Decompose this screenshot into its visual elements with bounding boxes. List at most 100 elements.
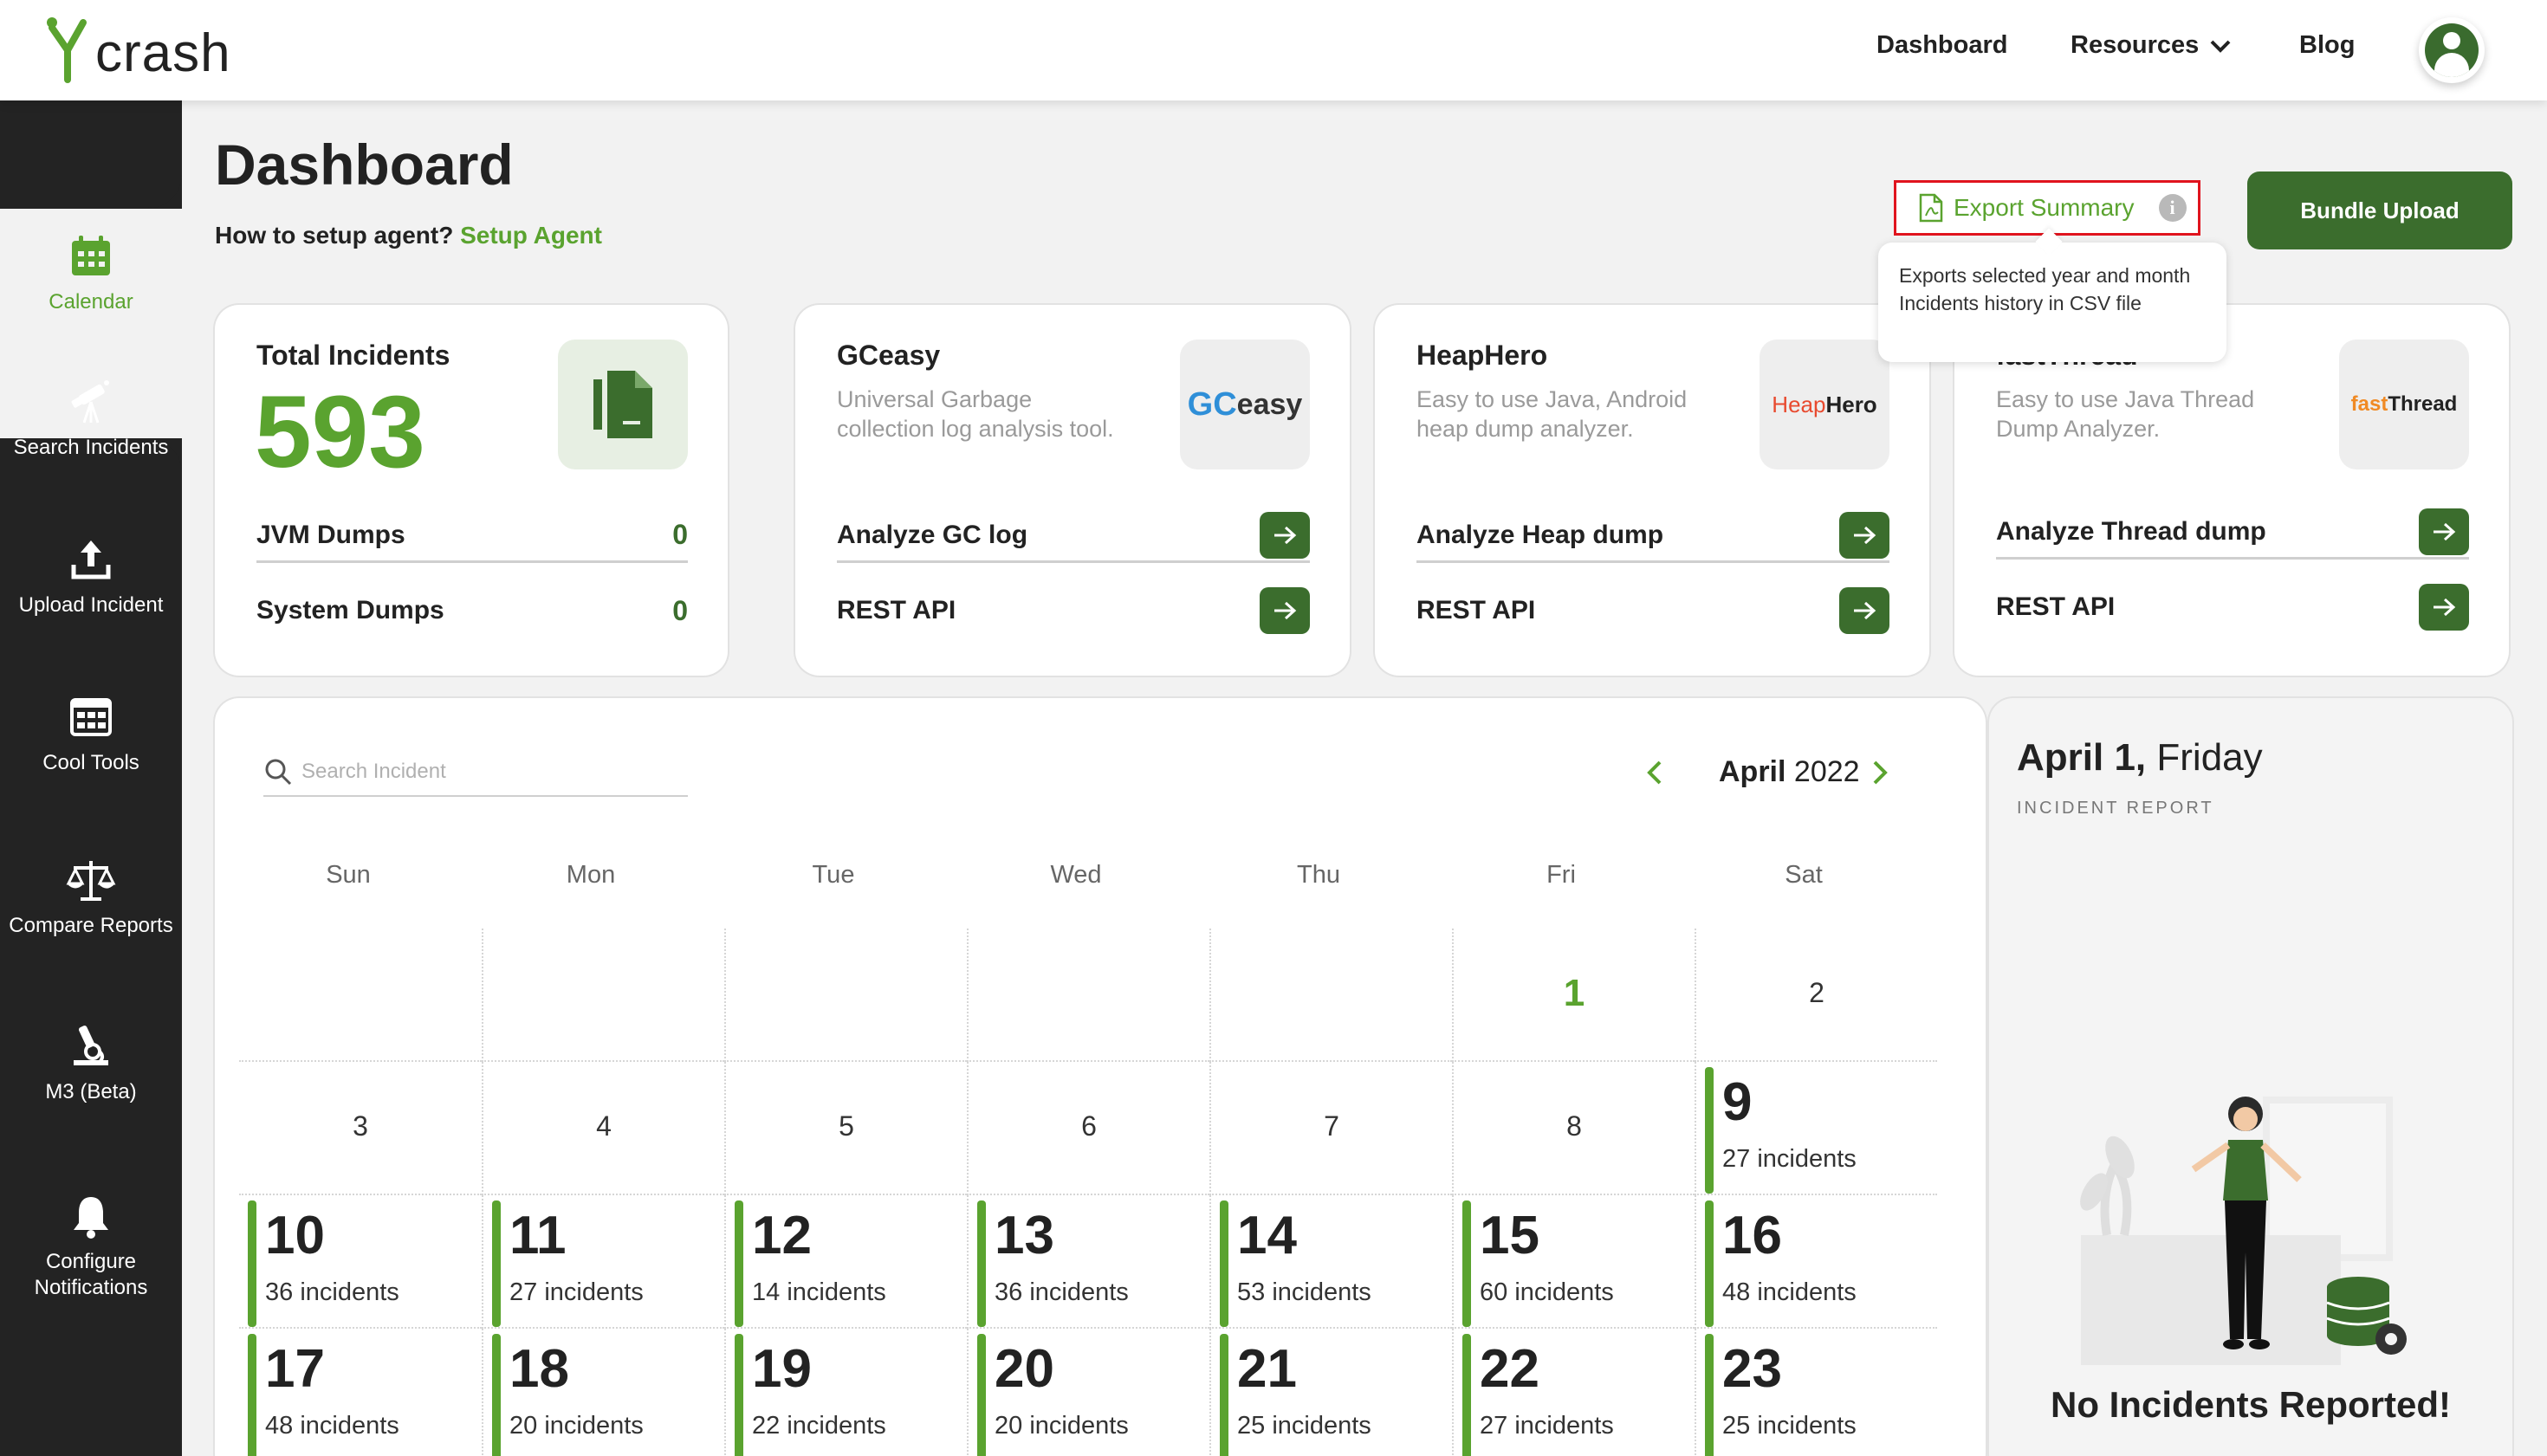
calendar-day-cell[interactable]: 5 — [724, 1062, 967, 1195]
chevron-left-icon[interactable] — [1644, 759, 1665, 786]
sidebar-item-calendar[interactable]: Calendar — [0, 230, 182, 315]
day-number: 18 — [509, 1339, 569, 1399]
nav-blog[interactable]: Blog — [2299, 31, 2356, 59]
sidebar-item-m3-beta[interactable]: M3 (Beta) — [0, 1020, 182, 1105]
search-incident-field[interactable]: Search Incident — [263, 748, 688, 797]
sidebar-item-label: Search Incidents — [13, 436, 169, 459]
incident-indicator-bar — [492, 1200, 501, 1327]
arrow-right-icon[interactable] — [1839, 511, 1889, 559]
calendar-day-cell[interactable]: 8 — [1452, 1062, 1695, 1195]
calendar-day-cell[interactable]: 18 20 incidents — [482, 1329, 724, 1456]
arrow-right-icon[interactable] — [1260, 587, 1310, 634]
sidebar-item-cool-tools[interactable]: Cool Tools — [0, 691, 182, 776]
user-avatar-button[interactable] — [2419, 17, 2485, 83]
weekday-label: Fri — [1546, 861, 1576, 889]
weekday-label: Sun — [326, 861, 371, 889]
ycrash-logo[interactable]: crash — [45, 16, 231, 85]
sidebar: Calendar Search Incidents Upload Inciden… — [0, 100, 182, 1456]
sidebar-item-upload-incident[interactable]: Upload Incident — [0, 534, 182, 618]
telescope-icon — [71, 380, 109, 424]
export-summary-button[interactable]: Export Summary i — [1894, 180, 2200, 236]
fastthread-logo-part-b: Thread — [2388, 392, 2458, 416]
jvm-dumps-count: 0 — [672, 519, 688, 550]
day-incident-count: 27 incidents — [1480, 1412, 1614, 1440]
incident-indicator-bar — [1462, 1200, 1471, 1327]
pdf-file-icon — [1919, 193, 1943, 223]
fastthread-description: Easy to use Java Thread Dump Analyzer. — [1996, 386, 2255, 442]
chevron-right-icon[interactable] — [1870, 759, 1890, 786]
day-number: 14 — [1237, 1206, 1297, 1265]
jvm-dumps-label: JVM Dumps — [256, 520, 405, 549]
day-number: 6 — [1081, 1110, 1097, 1142]
calendar-day-cell[interactable]: 19 22 incidents — [724, 1329, 967, 1456]
gceasy-logo-part-b: easy — [1236, 387, 1303, 421]
analyze-thread-dump-row[interactable]: Analyze Thread dump — [1996, 506, 2469, 560]
calendar-day-cell — [482, 929, 724, 1062]
calendar-day-cell[interactable]: 11 27 incidents — [482, 1195, 724, 1329]
analyze-heap-dump-row[interactable]: Analyze Heap dump — [1416, 509, 1889, 563]
calendar-day-cell[interactable]: 15 60 incidents — [1452, 1195, 1695, 1329]
top-bar: crash Dashboard Resources Blog — [0, 0, 2547, 100]
bundle-upload-button[interactable]: Bundle Upload — [2247, 171, 2512, 249]
heaphero-logo: Heap Hero — [1760, 340, 1889, 469]
heaphero-logo-part-a: Heap — [1772, 391, 1826, 417]
calendar-day-cell[interactable]: 9 27 incidents — [1695, 1062, 1937, 1195]
calendar-day-cell[interactable]: 14 53 incidents — [1209, 1195, 1452, 1329]
nav-dashboard[interactable]: Dashboard — [1876, 31, 2008, 59]
chevron-down-icon — [2210, 40, 2231, 53]
calendar-day-cell[interactable]: 3 — [239, 1062, 482, 1195]
month-navigator: April 2022 — [1644, 747, 2164, 799]
calendar-day-cell — [239, 929, 482, 1062]
calendar-day-cell[interactable]: 10 36 incidents — [239, 1195, 482, 1329]
fastthread-logo-part-a: fast — [2350, 392, 2388, 416]
calendar-day-cell[interactable]: 7 — [1209, 1062, 1452, 1195]
day-incident-count: 20 incidents — [509, 1412, 644, 1440]
calendar-day-cell[interactable]: 16 48 incidents — [1695, 1195, 1937, 1329]
calendar-day-cell[interactable]: 13 36 incidents — [967, 1195, 1209, 1329]
gceasy-rest-api-row[interactable]: REST API — [837, 584, 1310, 637]
jvm-dumps-row[interactable]: JVM Dumps 0 — [256, 509, 688, 563]
calendar-day-cell[interactable]: 2 — [1695, 929, 1937, 1062]
calendar-day-cell[interactable]: 21 25 incidents — [1209, 1329, 1452, 1456]
calendar-day-cell[interactable]: 20 20 incidents — [967, 1329, 1209, 1456]
day-incident-count: 53 incidents — [1237, 1278, 1371, 1306]
analyze-heap-dump-label: Analyze Heap dump — [1416, 520, 1664, 549]
arrow-right-icon[interactable] — [2419, 584, 2469, 631]
analyze-gc-log-row[interactable]: Analyze GC log — [837, 509, 1310, 563]
incident-indicator-bar — [735, 1334, 743, 1456]
incident-indicator-bar — [735, 1200, 743, 1327]
info-icon[interactable]: i — [2158, 194, 2187, 222]
fastthread-logo: fast Thread — [2339, 340, 2469, 469]
calendar-day-cell — [967, 929, 1209, 1062]
day-number: 22 — [1480, 1339, 1539, 1399]
sidebar-item-compare-reports[interactable]: Compare Reports — [0, 854, 182, 939]
system-dumps-row[interactable]: System Dumps 0 — [256, 584, 688, 637]
heaphero-rest-api-row[interactable]: REST API — [1416, 584, 1889, 637]
sidebar-item-configure-notifications[interactable]: Configure Notifications — [0, 1190, 182, 1301]
day-number: 20 — [995, 1339, 1054, 1399]
day-number: 8 — [1566, 1110, 1582, 1142]
weekday-label: Tue — [812, 861, 855, 889]
total-incidents-title: Total Incidents — [256, 340, 450, 371]
calendar-day-cell[interactable]: 1 — [1452, 929, 1695, 1062]
calendar-day-cell[interactable]: 22 27 incidents — [1452, 1329, 1695, 1456]
incident-indicator-bar — [977, 1200, 986, 1327]
arrow-right-icon[interactable] — [2419, 508, 2469, 555]
calendar-day-cell[interactable]: 12 14 incidents — [724, 1195, 967, 1329]
day-number: 7 — [1324, 1110, 1339, 1142]
arrow-right-icon[interactable] — [1260, 511, 1310, 559]
sidebar-item-label: Cool Tools — [42, 751, 139, 774]
sidebar-item-label: Configure Notifications — [34, 1250, 148, 1299]
calendar-day-cell[interactable]: 6 — [967, 1062, 1209, 1195]
calendar-day-cell[interactable]: 4 — [482, 1062, 724, 1195]
fastthread-rest-api-row[interactable]: REST API — [1996, 580, 2469, 634]
nav-resources[interactable]: Resources — [2071, 31, 2232, 60]
arrow-right-icon[interactable] — [1839, 587, 1889, 634]
search-icon — [265, 759, 292, 786]
gceasy-logo-part-a: GC — [1187, 385, 1237, 423]
calendar-day-cell[interactable]: 17 48 incidents — [239, 1329, 482, 1456]
day-incident-count: 48 incidents — [1722, 1278, 1857, 1306]
setup-agent-link[interactable]: Setup Agent — [460, 222, 602, 249]
calendar-day-cell[interactable]: 23 25 incidents — [1695, 1329, 1937, 1456]
sidebar-item-search-incidents[interactable]: Search Incidents — [0, 376, 182, 461]
